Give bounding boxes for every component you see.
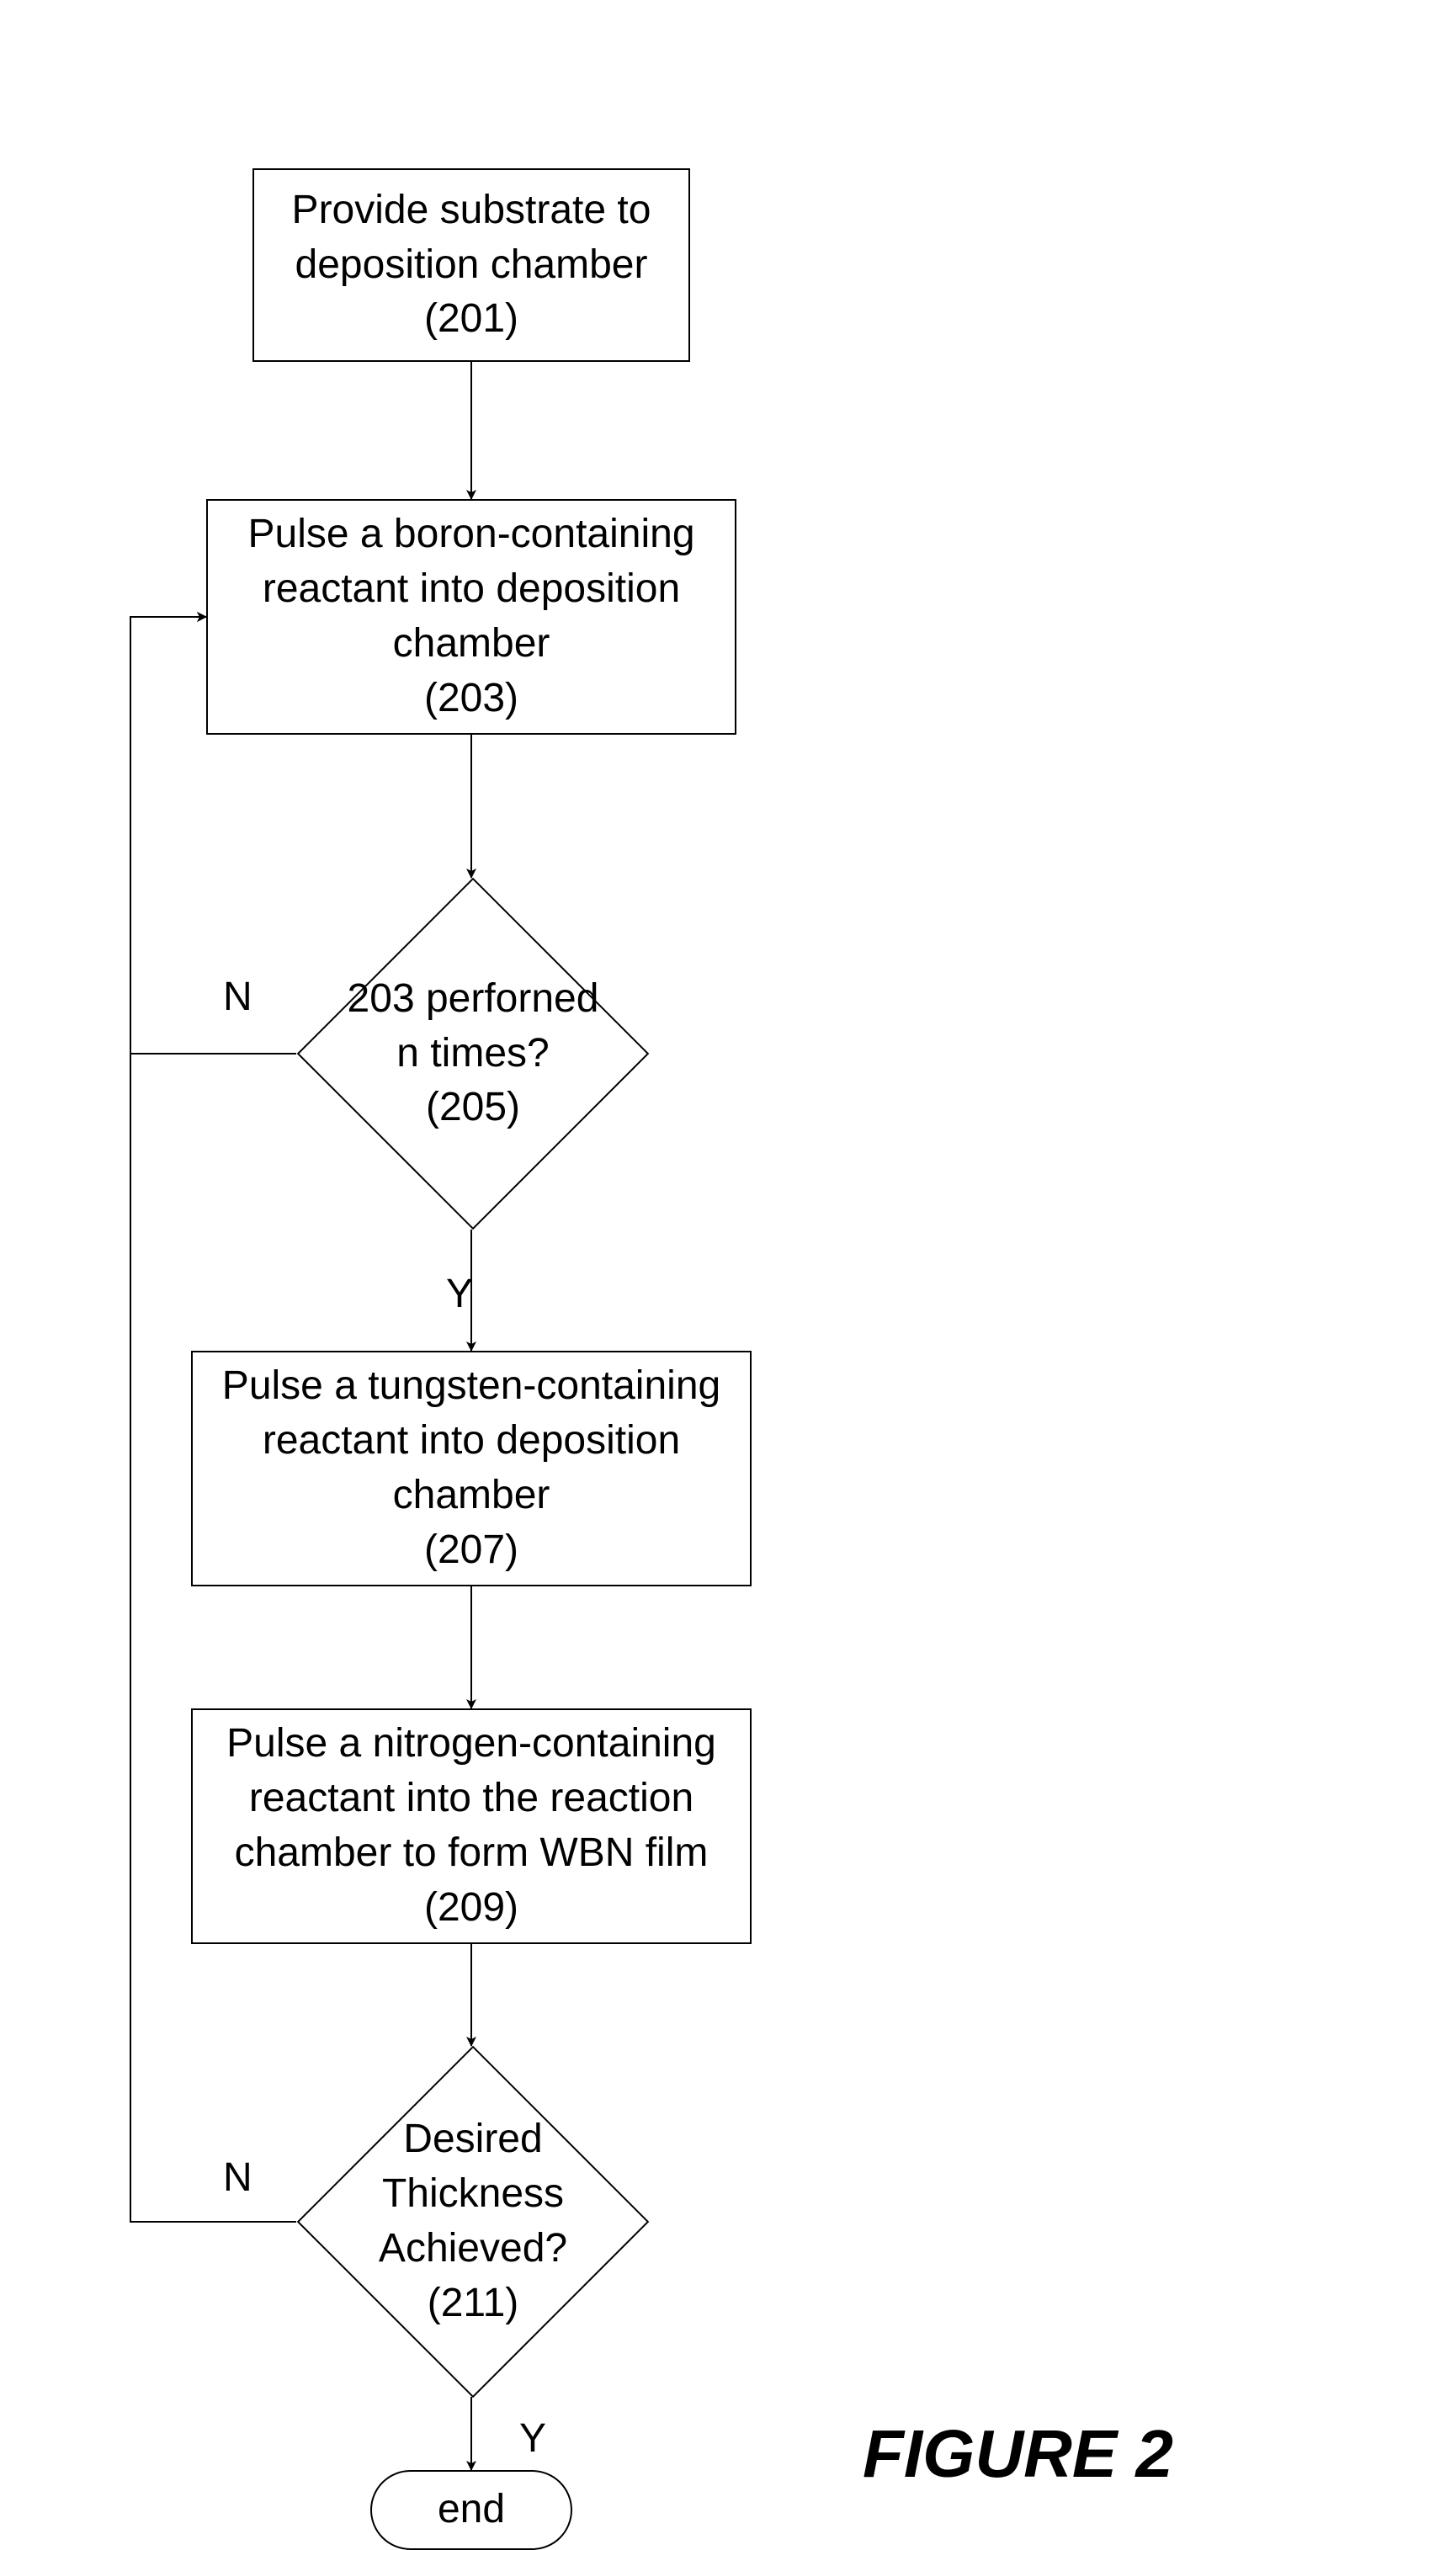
process-pulse-tungsten: Pulse a tungsten-containingreactant into… [191,1351,752,1586]
decision-text: 203 perfornedn times?(205) [296,877,650,1230]
process-provide-substrate: Provide substrate todeposition chamber(2… [252,168,690,362]
label-yes-205: Y [446,1271,473,1317]
decision-text: DesiredThicknessAchieved?(211) [296,2045,650,2399]
process-text: Pulse a tungsten-containingreactant into… [222,1359,720,1577]
process-text: Pulse a nitrogen-containingreactant into… [226,1717,716,1935]
label-no-211: N [223,2154,252,2201]
process-text: Provide substrate todeposition chamber(2… [292,183,651,347]
process-text: Pulse a boron-containingreactant into de… [247,507,694,725]
label-yes-211: Y [519,2415,546,2462]
terminator-end: end [370,2470,572,2550]
process-pulse-nitrogen: Pulse a nitrogen-containingreactant into… [191,1708,752,1944]
arrow-layer [0,0,1456,2539]
decision-label: 203 perfornedn times?(205) [348,972,599,1135]
decision-203-n-times: 203 perfornedn times?(205) [296,877,650,1230]
decision-desired-thickness: DesiredThicknessAchieved?(211) [296,2045,650,2399]
decision-label: DesiredThicknessAchieved?(211) [379,2112,567,2330]
figure-caption: FIGURE 2 [863,2415,1173,2493]
label-no-205: N [223,974,252,1020]
terminator-text: end [438,2483,505,2537]
process-pulse-boron: Pulse a boron-containingreactant into de… [206,499,736,735]
